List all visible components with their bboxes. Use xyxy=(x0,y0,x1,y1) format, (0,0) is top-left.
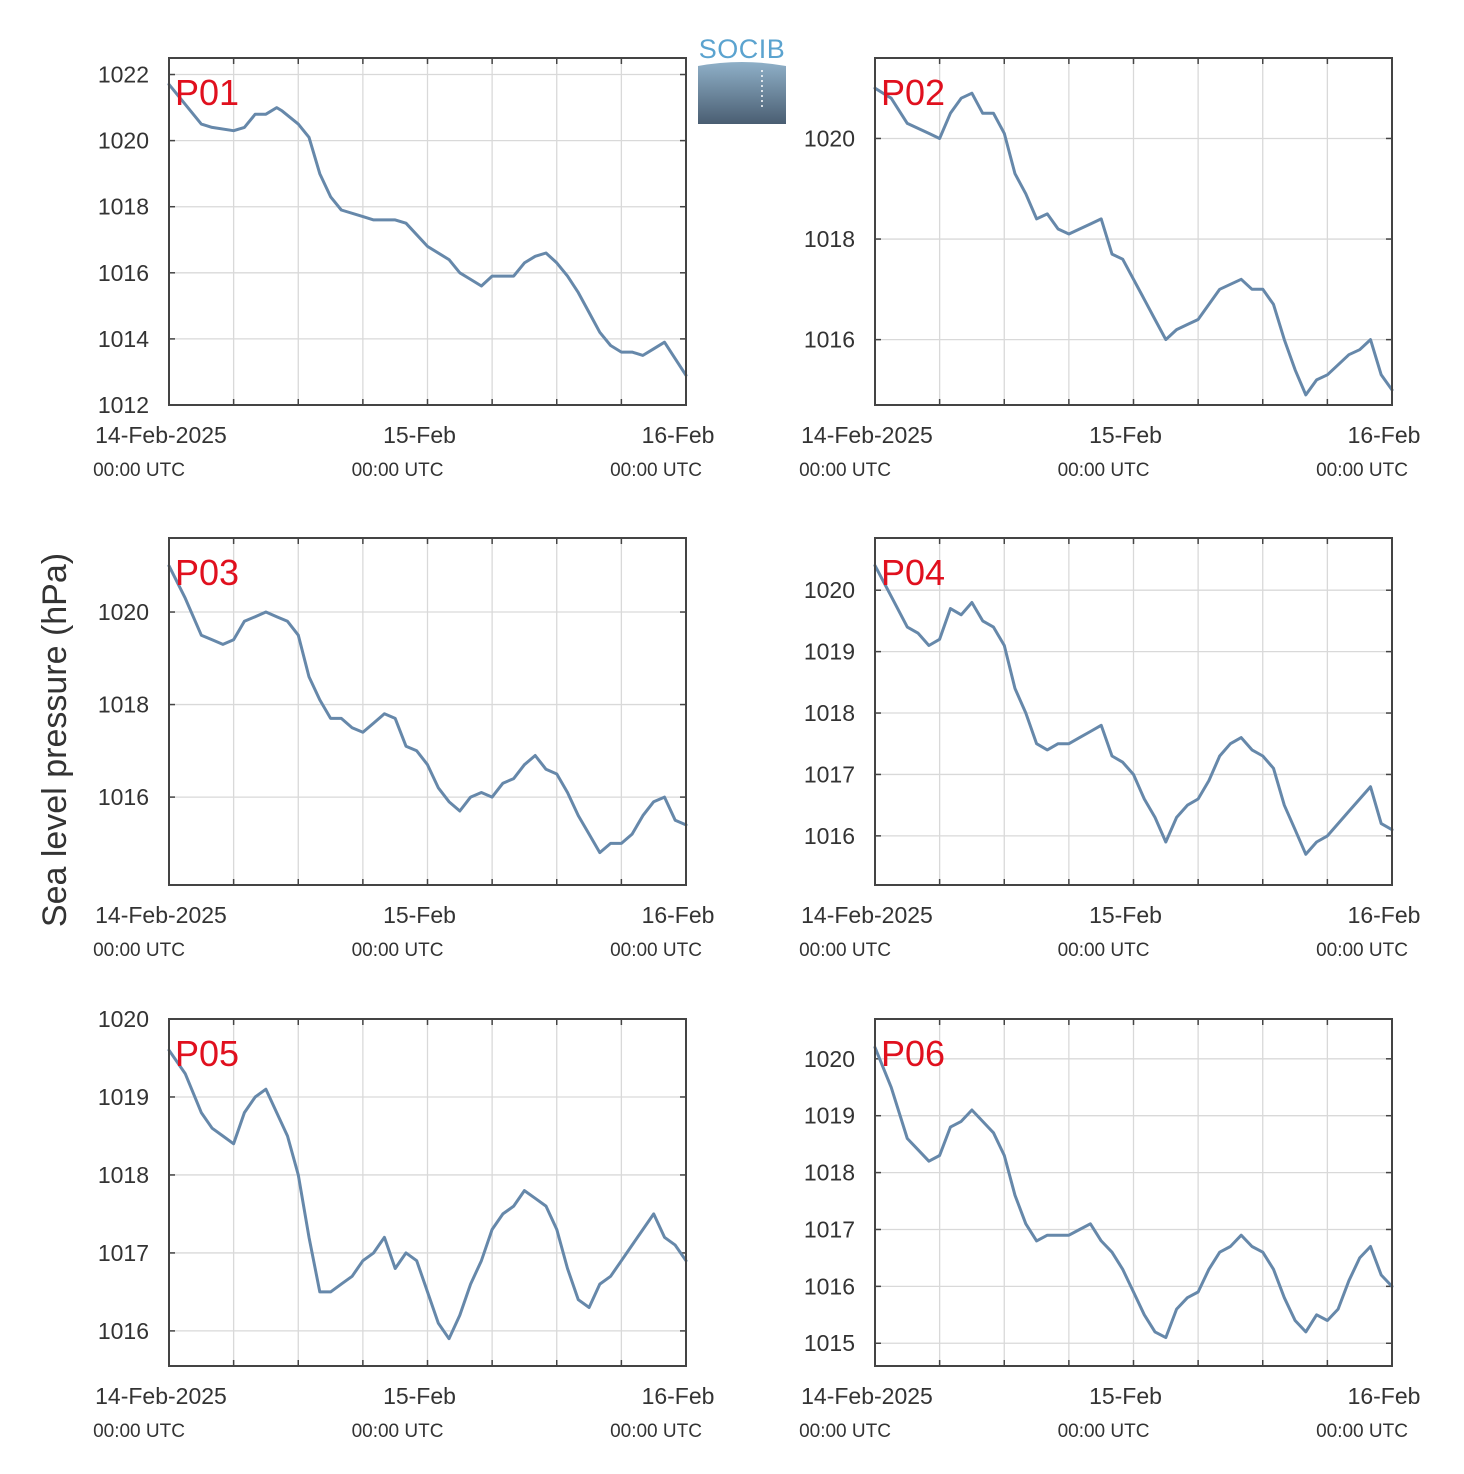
y-tick-label: 1019 xyxy=(98,1084,149,1110)
x-tick-label: 15-Feb xyxy=(1089,902,1162,928)
x-tick-time-label: 00:00 UTC xyxy=(799,460,891,481)
y-tick-label: 1018 xyxy=(98,1162,149,1188)
y-tick-label: 1016 xyxy=(804,1273,855,1299)
y-tick-label: 1016 xyxy=(98,784,149,810)
y-tick-label: 1016 xyxy=(804,327,855,353)
panel-label: P05 xyxy=(175,1033,239,1074)
chart-panel-p03: 1016 1018 1020 14-Feb-2025 00:00 UTC 15-Feb 00… xyxy=(93,537,715,961)
x-tick-time-label: 00:00 UTC xyxy=(352,940,444,961)
chart-panel-p02: 1016 1018 1020 14-Feb-2025 00:00 UTC 15-Feb 00… xyxy=(799,57,1421,481)
x-tick-label: 14-Feb-2025 xyxy=(95,1383,227,1409)
y-tick-label: 1020 xyxy=(804,125,855,151)
x-tick-label: 15-Feb xyxy=(383,902,456,928)
x-tick-time-label: 00:00 UTC xyxy=(610,1421,702,1442)
x-tick-time-label: 00:00 UTC xyxy=(93,940,185,961)
plot-frame xyxy=(168,1018,687,1367)
panel-label: P01 xyxy=(175,72,239,113)
y-tick-label: 1019 xyxy=(804,639,855,665)
y-tick-label: 1020 xyxy=(804,577,855,603)
series-line xyxy=(873,1045,1394,1340)
x-tick-label: 16-Feb xyxy=(642,422,715,448)
x-tick-time-label: 00:00 UTC xyxy=(1058,460,1150,481)
plot-frame xyxy=(874,57,1393,406)
series-line xyxy=(167,1048,688,1341)
series-line xyxy=(873,564,1394,856)
socib-logo: SOCIB xyxy=(698,34,786,124)
x-tick-time-label: 00:00 UTC xyxy=(93,460,185,481)
series-line xyxy=(167,564,688,855)
x-tick-time-label: 00:00 UTC xyxy=(1316,940,1408,961)
series-line xyxy=(167,82,688,377)
y-tick-label: 1017 xyxy=(804,761,855,787)
y-tick-label: 1016 xyxy=(98,260,149,286)
x-tick-time-label: 00:00 UTC xyxy=(610,460,702,481)
x-tick-time-label: 00:00 UTC xyxy=(93,1421,185,1442)
panels: 1012 1014 1016 1018 1020 1022 14-Feb-2025 00:00… xyxy=(93,57,1421,1442)
x-tick-label: 14-Feb-2025 xyxy=(801,902,933,928)
x-tick-time-label: 00:00 UTC xyxy=(1058,940,1150,961)
y-tick-label: 1020 xyxy=(98,599,149,625)
x-tick-time-label: 00:00 UTC xyxy=(799,940,891,961)
chart-panel-p01: 1012 1014 1016 1018 1020 1022 14-Feb-2025 00:00… xyxy=(93,57,715,481)
x-tick-label: 16-Feb xyxy=(642,902,715,928)
panel-label: P03 xyxy=(175,552,239,593)
chart-panel-p04: 1016 1017 1018 1019 1020 14-Feb-2025 00:00 UTC… xyxy=(799,537,1421,961)
panel-label: P02 xyxy=(881,72,945,113)
y-tick-label: 1022 xyxy=(98,62,149,88)
y-tick-label: 1018 xyxy=(804,700,855,726)
y-tick-label: 1018 xyxy=(804,226,855,252)
chart-panel-p05: 1016 1017 1018 1019 1020 14-Feb-2025 00:00 UTC… xyxy=(93,1006,714,1442)
y-tick-label: 1020 xyxy=(98,1006,149,1032)
y-tick-label: 1015 xyxy=(804,1330,855,1356)
x-tick-label: 14-Feb-2025 xyxy=(95,902,227,928)
y-tick-label: 1019 xyxy=(804,1103,855,1129)
x-tick-label: 16-Feb xyxy=(1348,902,1421,928)
x-tick-label: 15-Feb xyxy=(383,1383,456,1409)
x-tick-time-label: 00:00 UTC xyxy=(1316,1421,1408,1442)
y-tick-label: 1017 xyxy=(804,1216,855,1242)
x-tick-label: 14-Feb-2025 xyxy=(801,422,933,448)
x-tick-label: 15-Feb xyxy=(383,422,456,448)
x-tick-label: 16-Feb xyxy=(1348,1383,1421,1409)
y-tick-label: 1020 xyxy=(98,128,149,154)
socib-logo-text: SOCIB xyxy=(699,34,786,64)
x-tick-time-label: 00:00 UTC xyxy=(1058,1421,1150,1442)
plot-frame xyxy=(168,57,687,406)
x-tick-label: 15-Feb xyxy=(1089,422,1162,448)
y-tick-label: 1017 xyxy=(98,1240,149,1266)
x-tick-time-label: 00:00 UTC xyxy=(1316,460,1408,481)
plot-frame xyxy=(168,537,687,886)
x-tick-time-label: 00:00 UTC xyxy=(352,1421,444,1442)
y-tick-label: 1018 xyxy=(98,194,149,220)
y-tick-label: 1012 xyxy=(98,392,149,418)
y-tick-label: 1018 xyxy=(98,692,149,718)
y-tick-label: 1018 xyxy=(804,1160,855,1186)
panel-label: P06 xyxy=(881,1033,945,1074)
y-axis-label: Sea level pressure (hPa) xyxy=(36,553,74,927)
x-tick-time-label: 00:00 UTC xyxy=(352,460,444,481)
series-line xyxy=(873,86,1394,397)
x-tick-label: 16-Feb xyxy=(1348,422,1421,448)
x-tick-label: 14-Feb-2025 xyxy=(801,1383,933,1409)
y-tick-label: 1016 xyxy=(98,1318,149,1344)
x-tick-time-label: 00:00 UTC xyxy=(799,1421,891,1442)
y-tick-label: 1020 xyxy=(804,1046,855,1072)
y-tick-label: 1016 xyxy=(804,823,855,849)
chart-panel-p06: 1015 1016 1017 1018 1019 1020 14-Feb-2025 00:00… xyxy=(799,1018,1421,1442)
x-tick-label: 16-Feb xyxy=(642,1383,715,1409)
plot-frame xyxy=(874,1018,1393,1367)
x-tick-label: 15-Feb xyxy=(1089,1383,1162,1409)
x-tick-label: 14-Feb-2025 xyxy=(95,422,227,448)
socib-logo-wave xyxy=(698,62,786,124)
y-tick-label: 1014 xyxy=(98,326,149,352)
x-tick-time-label: 00:00 UTC xyxy=(610,940,702,961)
panel-label: P04 xyxy=(881,552,945,593)
plot-frame xyxy=(874,537,1393,886)
